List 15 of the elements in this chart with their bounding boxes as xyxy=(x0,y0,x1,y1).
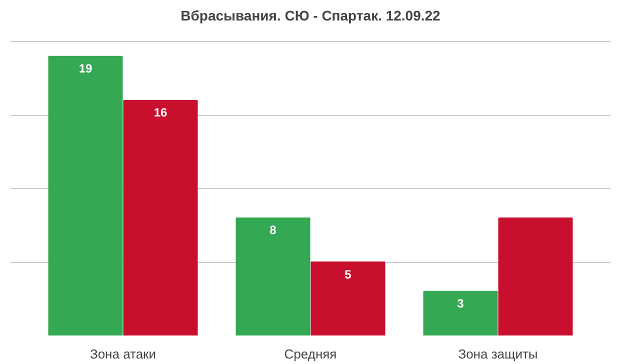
data-label: 16 xyxy=(154,106,168,120)
x-tick-label: Зона атаки xyxy=(90,346,156,362)
data-label: 19 xyxy=(78,62,92,76)
data-label: 3 xyxy=(457,296,464,311)
bar xyxy=(236,217,310,336)
bar xyxy=(123,100,198,336)
bar xyxy=(498,217,573,336)
bar xyxy=(48,56,123,336)
data-label: 5 xyxy=(344,267,352,282)
x-tick-label: Средняя xyxy=(284,346,337,362)
bar xyxy=(423,290,498,336)
chart-title: Вбрасывания. СЮ - Спартак. 12.09.22 xyxy=(180,8,441,24)
bar xyxy=(310,262,386,336)
data-label: 8 xyxy=(270,223,277,238)
x-tick-label: Зона защиты xyxy=(458,346,538,362)
